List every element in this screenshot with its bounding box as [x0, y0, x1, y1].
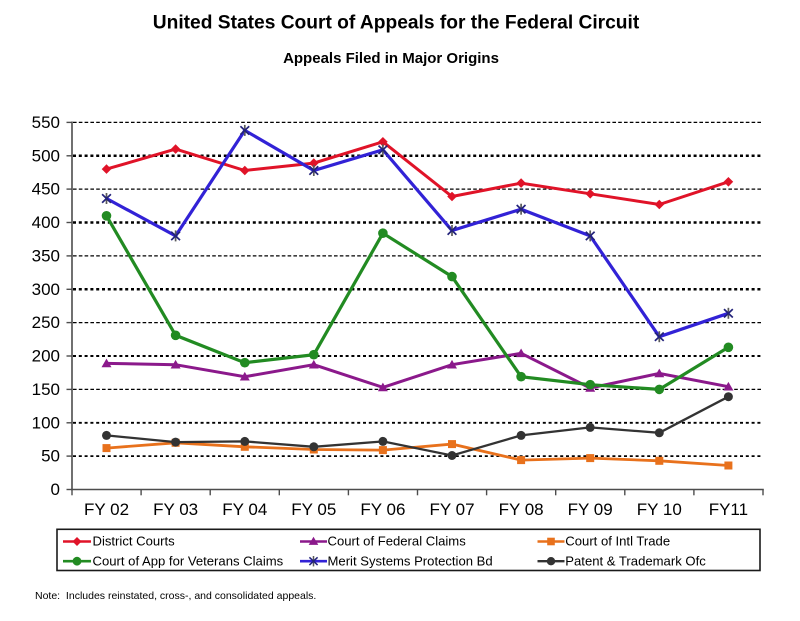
svg-text:United States Court of Appeals: United States Court of Appeals for the F… — [153, 13, 640, 34]
svg-text:250: 250 — [32, 313, 60, 332]
svg-text:100: 100 — [32, 413, 60, 432]
svg-text:0: 0 — [51, 480, 60, 499]
svg-text:150: 150 — [32, 380, 60, 399]
svg-text:200: 200 — [32, 347, 60, 366]
svg-text:FY 10: FY 10 — [637, 500, 682, 519]
svg-text:500: 500 — [32, 146, 60, 165]
svg-text:FY 05: FY 05 — [291, 500, 336, 519]
svg-text:Patent & Trademark Ofc: Patent & Trademark Ofc — [565, 553, 706, 568]
svg-text:Court of App for Veterans Clai: Court of App for Veterans Claims — [93, 553, 284, 568]
svg-text:FY 07: FY 07 — [429, 500, 474, 519]
svg-text:50: 50 — [41, 447, 60, 466]
svg-text:300: 300 — [32, 280, 60, 299]
svg-text:Court of Intl Trade: Court of Intl Trade — [565, 534, 670, 549]
svg-text:FY 04: FY 04 — [222, 500, 267, 519]
svg-text:450: 450 — [32, 180, 60, 199]
svg-text:FY 08: FY 08 — [499, 500, 544, 519]
svg-text:400: 400 — [32, 213, 60, 232]
svg-text:FY 02: FY 02 — [84, 500, 129, 519]
svg-text:FY 03: FY 03 — [153, 500, 198, 519]
svg-text:Court of Federal Claims: Court of Federal Claims — [328, 534, 467, 549]
svg-text:350: 350 — [32, 247, 60, 266]
svg-text:FY11: FY11 — [709, 500, 748, 519]
svg-text:FY 06: FY 06 — [360, 500, 405, 519]
svg-text:FY 09: FY 09 — [568, 500, 613, 519]
svg-text:Merit Systems Protection Bd: Merit Systems Protection Bd — [328, 553, 493, 568]
svg-text:District Courts: District Courts — [93, 534, 176, 549]
svg-text:550: 550 — [32, 113, 60, 132]
svg-text:Appeals Filed in Major Origins: Appeals Filed in Major Origins — [283, 50, 499, 67]
svg-text:Note: Includes reinstated, cr: Note: Includes reinstated, cross-, and c… — [35, 590, 316, 602]
